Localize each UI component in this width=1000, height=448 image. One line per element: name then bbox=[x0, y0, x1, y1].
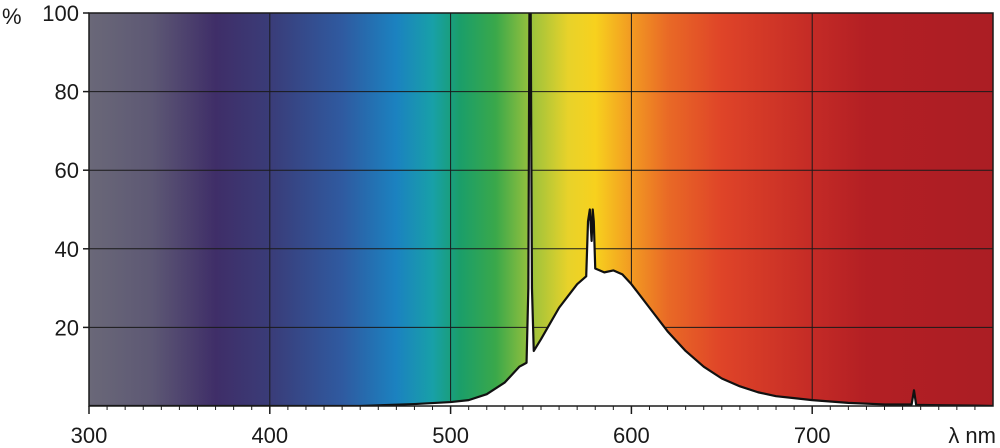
y-tick-label: 60 bbox=[55, 158, 79, 183]
y-tick-label: 20 bbox=[55, 315, 79, 340]
x-tick-label: 400 bbox=[251, 423, 288, 448]
y-axis-unit: % bbox=[2, 4, 22, 29]
axis-ticks: 300 400 500 600 700 20 40 60 80 100 bbox=[42, 1, 976, 448]
x-tick-label: 600 bbox=[613, 423, 650, 448]
y-tick-label: 40 bbox=[55, 237, 79, 262]
x-tick-label: 700 bbox=[794, 423, 831, 448]
spectral-curve-line bbox=[89, 13, 993, 406]
y-tick-label: 100 bbox=[42, 1, 79, 26]
x-tick-label: 300 bbox=[71, 423, 108, 448]
x-tick-label: 500 bbox=[432, 423, 469, 448]
grid-lines bbox=[89, 13, 993, 406]
x-axis-unit: λ nm bbox=[948, 423, 996, 448]
y-tick-label: 80 bbox=[55, 80, 79, 105]
